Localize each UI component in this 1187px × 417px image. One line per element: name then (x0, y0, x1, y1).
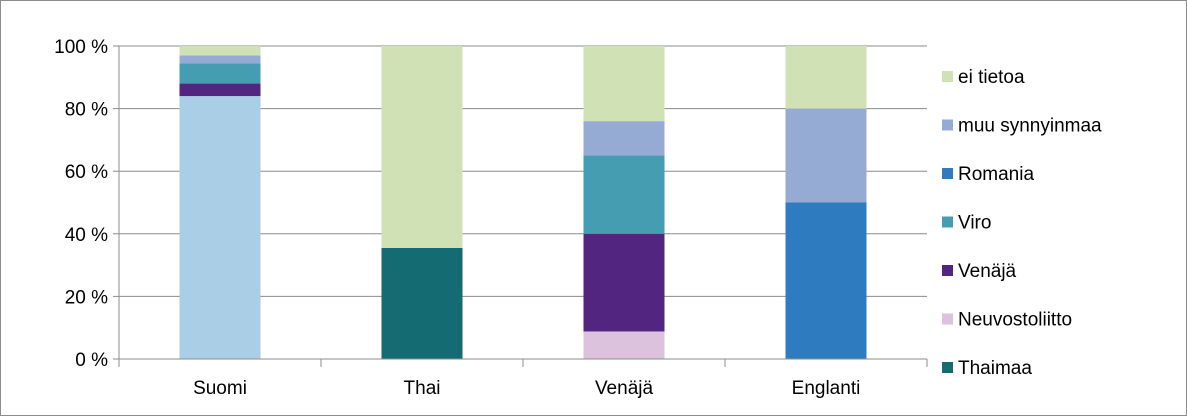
bar-segment (381, 46, 463, 248)
bar-segment (381, 247, 463, 359)
y-tick-label: 40 % (65, 225, 108, 246)
legend-label: Venäjä (958, 261, 1017, 282)
x-tick-label: Thai (404, 378, 441, 399)
legend-swatch (942, 362, 953, 373)
legend-label: Romania (958, 164, 1034, 185)
legend-swatch (942, 216, 953, 228)
axes (113, 45, 928, 367)
x-axis-ticks: Suomi Thai Venäjä Englanti (193, 378, 860, 399)
bar-segment (179, 63, 261, 84)
bar-segment (583, 233, 665, 332)
x-tick-label: Suomi (193, 378, 247, 399)
legend-label: Thaimaa (958, 358, 1032, 379)
bar-segment (179, 83, 261, 97)
legend-label: Viro (958, 213, 991, 234)
y-tick-label: 60 % (65, 162, 108, 183)
bar-segment (583, 155, 665, 234)
x-tick-label: Venäjä (595, 378, 654, 399)
legend-swatch (942, 313, 953, 325)
y-tick-label: 20 % (65, 287, 108, 308)
legend-swatch (942, 168, 953, 179)
bars (179, 46, 867, 359)
y-tick-label: 80 % (65, 100, 108, 121)
bar-segment (785, 108, 867, 203)
x-tick-label: Englanti (792, 378, 861, 399)
bar-segment (179, 96, 261, 359)
bar-segment (583, 121, 665, 156)
bar-segment (179, 46, 261, 56)
bar-segment (583, 46, 665, 122)
legend-label: ei tietoa (958, 67, 1025, 88)
bar-segment (785, 46, 867, 109)
y-tick-label: 0 % (75, 350, 108, 371)
legend-swatch (942, 265, 953, 276)
y-axis-ticks: 0 % 20 % 40 % 60 % 80 % 100 % (54, 37, 108, 371)
legend-label: Neuvostoliitto (958, 310, 1072, 331)
legend-label: muu synnyinmaa (958, 116, 1102, 137)
bar-segment (583, 331, 665, 359)
legend-swatch (942, 119, 953, 131)
y-tick-label: 100 % (54, 37, 108, 58)
bar-segment (179, 55, 261, 64)
legend-swatch (942, 71, 953, 82)
legend: ei tietoa muu synnyinmaa Romania Viro Venäjä… (942, 67, 1102, 379)
bar-segment (785, 202, 867, 359)
